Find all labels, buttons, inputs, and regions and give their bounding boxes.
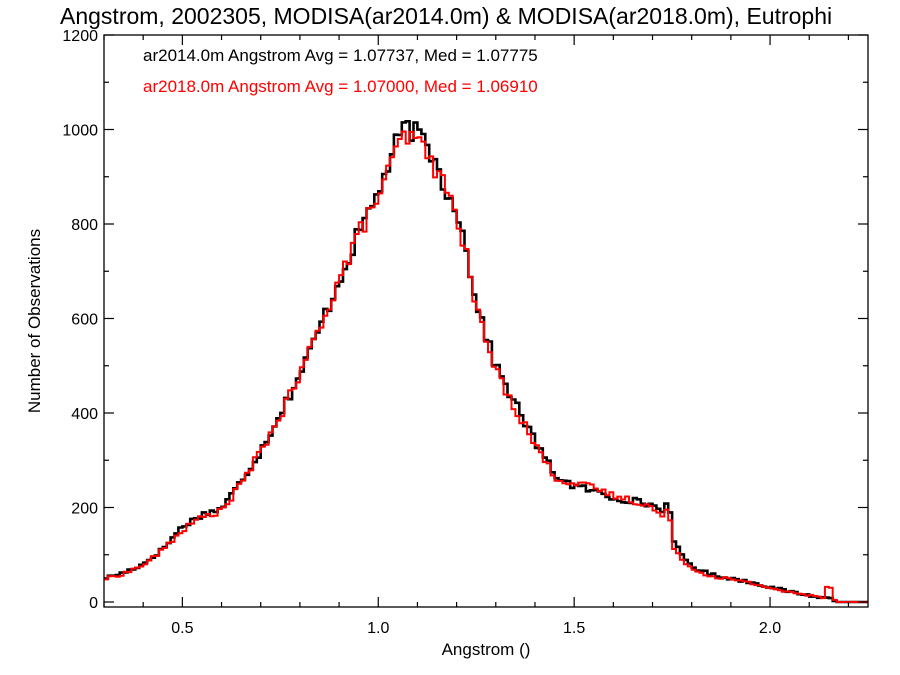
chart-title: Angstrom, 2002305, MODISA(ar2014.0m) & M… (60, 3, 832, 29)
series-ar2014-histogram (104, 120, 868, 604)
plot-frame (103, 34, 869, 608)
y-tick-label: 400 (71, 406, 98, 423)
y-tick-label: 0 (89, 595, 98, 612)
y-tick-label: 1200 (62, 28, 98, 45)
plot-area: 0.5 1.0 1.5 2.0 0 200 400 600 800 1000 1200 (62, 28, 869, 637)
x-axis-label: Angstrom () (442, 640, 531, 659)
legend-entry-ar2014: ar2014.0m Angstrom Avg = 1.07737, Med = … (143, 46, 538, 65)
y-axis-label: Number of Observations (25, 229, 44, 413)
series-ar2018-histogram (104, 130, 868, 603)
y-tick-label: 800 (71, 217, 98, 234)
x-tick-label: 1.0 (367, 620, 389, 637)
x-tick-label: 2.0 (759, 620, 781, 637)
legend-entry-ar2018: ar2018.0m Angstrom Avg = 1.07000, Med = … (143, 77, 538, 96)
y-tick-label: 1000 (62, 123, 98, 140)
y-tick-label: 600 (71, 312, 98, 329)
x-tick-label: 0.5 (171, 620, 193, 637)
x-tick-label: 1.5 (563, 620, 585, 637)
ticks-layer: 0.5 1.0 1.5 2.0 0 200 400 600 800 1000 1200 (62, 28, 868, 637)
series-layer (104, 120, 868, 604)
y-tick-label: 200 (71, 501, 98, 518)
